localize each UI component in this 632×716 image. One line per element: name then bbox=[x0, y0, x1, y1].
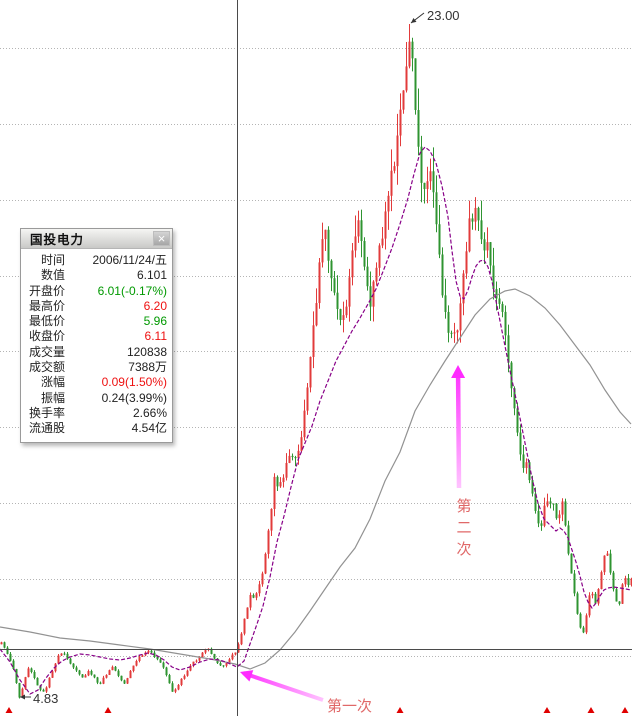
info-value: 6.11 bbox=[144, 329, 167, 344]
info-label: 成交额 bbox=[28, 360, 65, 375]
second-time-label: 第 bbox=[456, 497, 471, 515]
info-value: 7388万 bbox=[128, 360, 167, 375]
info-row: 涨幅 0.09(1.50%) bbox=[21, 375, 172, 390]
ma-long-line bbox=[0, 288, 632, 670]
info-row: 最低价 5.96 bbox=[21, 314, 172, 329]
second-time-label: 二 bbox=[456, 520, 471, 537]
peak-price-label: 23.00 bbox=[427, 8, 460, 23]
info-value: 6.01(-0.17%) bbox=[97, 283, 167, 298]
info-label: 流通股 bbox=[28, 421, 65, 436]
info-value: 120838 bbox=[126, 344, 167, 359]
info-value: 0.24(3.99%) bbox=[101, 390, 167, 405]
info-label: 最高价 bbox=[28, 298, 65, 313]
annotation-arrows bbox=[240, 365, 466, 702]
info-label: 成交量 bbox=[28, 344, 65, 359]
panel-title-bar[interactable]: 国投电力 × bbox=[21, 229, 172, 249]
info-value: 6.101 bbox=[136, 268, 167, 283]
info-row: 成交量 120838 bbox=[21, 345, 172, 360]
info-value: 2006/11/24/五 bbox=[92, 253, 167, 267]
info-row: 振幅 0.24(3.99%) bbox=[21, 391, 172, 406]
panel-title: 国投电力 bbox=[30, 233, 85, 247]
info-row: 收盘价 6.11 bbox=[21, 329, 172, 344]
signal-triangle-icon bbox=[104, 707, 112, 713]
info-row: 数值 6.101 bbox=[21, 268, 172, 283]
info-value: 0.09(1.50%) bbox=[101, 375, 167, 390]
info-value: 5.96 bbox=[143, 314, 167, 329]
signal-triangle-icon bbox=[621, 707, 629, 713]
ma-mid-line bbox=[0, 146, 632, 695]
annotation-texts: 第一次 第二次 bbox=[327, 497, 472, 715]
info-label: 换手率 bbox=[28, 405, 65, 420]
info-row: 流通股 4.54亿 bbox=[21, 421, 172, 436]
signal-triangle-icon bbox=[543, 707, 551, 713]
signal-triangle-icon bbox=[5, 707, 13, 713]
info-row: 最高价 6.20 bbox=[21, 299, 172, 314]
first-time-label: 第一次 bbox=[327, 697, 372, 715]
info-label: 收盘价 bbox=[28, 329, 65, 344]
info-value: 4.54亿 bbox=[131, 421, 167, 436]
info-row: 成交额 7388万 bbox=[21, 360, 172, 375]
info-label: 开盘价 bbox=[28, 283, 65, 298]
info-value: 2.66% bbox=[132, 405, 167, 420]
moving-averages bbox=[0, 146, 632, 695]
stock-info-panel: 国投电力 × 时间 2006/11/24/五 数值 6.101 开盘价 6.01(-0… bbox=[20, 228, 173, 443]
low-price-label: 4.83 bbox=[33, 691, 58, 706]
signal-markers bbox=[5, 707, 629, 713]
first-arrow bbox=[242, 671, 324, 702]
info-label: 振幅 bbox=[40, 390, 65, 405]
first-arrow-head bbox=[240, 670, 254, 682]
signal-triangle-icon bbox=[587, 707, 595, 713]
info-label: 最低价 bbox=[28, 314, 65, 329]
second-time-label: 次 bbox=[456, 541, 471, 558]
info-label: 时间 bbox=[40, 253, 65, 267]
info-row: 开盘价 6.01(-0.17%) bbox=[21, 284, 172, 299]
close-icon[interactable]: × bbox=[153, 231, 170, 246]
info-row: 换手率 2.66% bbox=[21, 406, 172, 421]
info-label: 涨幅 bbox=[40, 375, 65, 390]
info-rows: 时间 2006/11/24/五 数值 6.101 开盘价 6.01(-0.17%) 最… bbox=[21, 249, 172, 442]
candles bbox=[0, 23, 632, 699]
signal-triangle-icon bbox=[396, 707, 404, 713]
second-arrow bbox=[455, 369, 462, 489]
info-label: 数值 bbox=[40, 268, 65, 283]
info-value: 6.20 bbox=[143, 298, 167, 313]
price-labels: 23.00 4.83 bbox=[20, 8, 460, 706]
info-row: 时间 2006/11/24/五 bbox=[21, 253, 172, 268]
second-arrow-head bbox=[451, 365, 466, 379]
